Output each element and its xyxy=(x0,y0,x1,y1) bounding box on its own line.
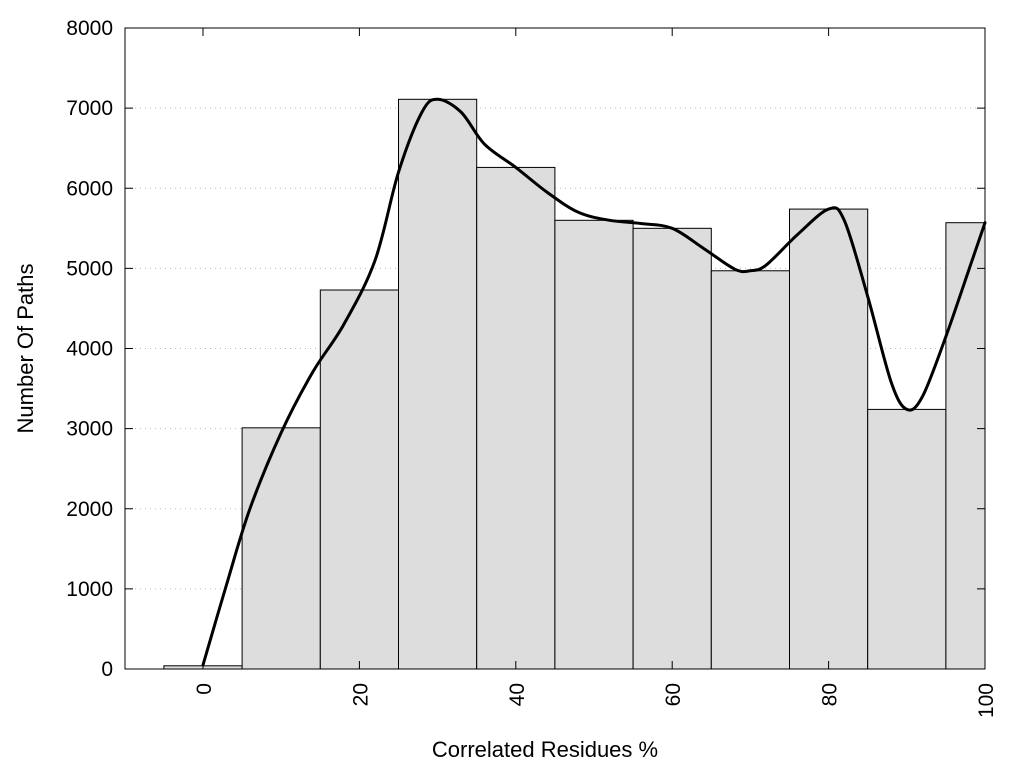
y-axis-ticks: 0 1000 2000 3000 4000 5000 6000 7000 8000 xyxy=(66,17,985,681)
x-tick-label: 40 xyxy=(506,683,529,706)
x-tick-label: 20 xyxy=(349,683,372,706)
y-tick-label: 8000 xyxy=(66,17,113,40)
x-axis-ticks: 0 20 40 60 80 100 xyxy=(193,28,998,718)
y-tick-label: 0 xyxy=(101,658,113,681)
y-tick-label: 2000 xyxy=(66,498,113,521)
bar xyxy=(710,270,790,670)
y-tick-label: 5000 xyxy=(66,257,113,280)
bar xyxy=(789,208,869,670)
y-tick-label: 3000 xyxy=(66,418,113,441)
histogram-bars xyxy=(163,98,986,670)
x-axis-label: Correlated Residues % xyxy=(432,737,658,762)
density-curve xyxy=(201,97,987,667)
bar xyxy=(867,408,947,670)
bar xyxy=(554,219,634,670)
x-tick-label: 80 xyxy=(819,683,842,706)
y-tick-label: 1000 xyxy=(66,578,113,601)
x-tick-label: 0 xyxy=(193,683,216,695)
bar xyxy=(241,427,321,670)
bar xyxy=(319,289,399,670)
y-tick-label: 6000 xyxy=(66,177,113,200)
bar xyxy=(398,98,478,670)
bar xyxy=(632,227,712,670)
x-tick-label: 60 xyxy=(662,683,685,706)
y-tick-label: 4000 xyxy=(66,338,113,361)
y-tick-label: 7000 xyxy=(66,97,113,120)
bar xyxy=(476,166,556,670)
y-axis-label: Number Of Paths xyxy=(13,264,38,434)
bar xyxy=(945,222,986,670)
x-tick-label: 100 xyxy=(975,683,998,718)
